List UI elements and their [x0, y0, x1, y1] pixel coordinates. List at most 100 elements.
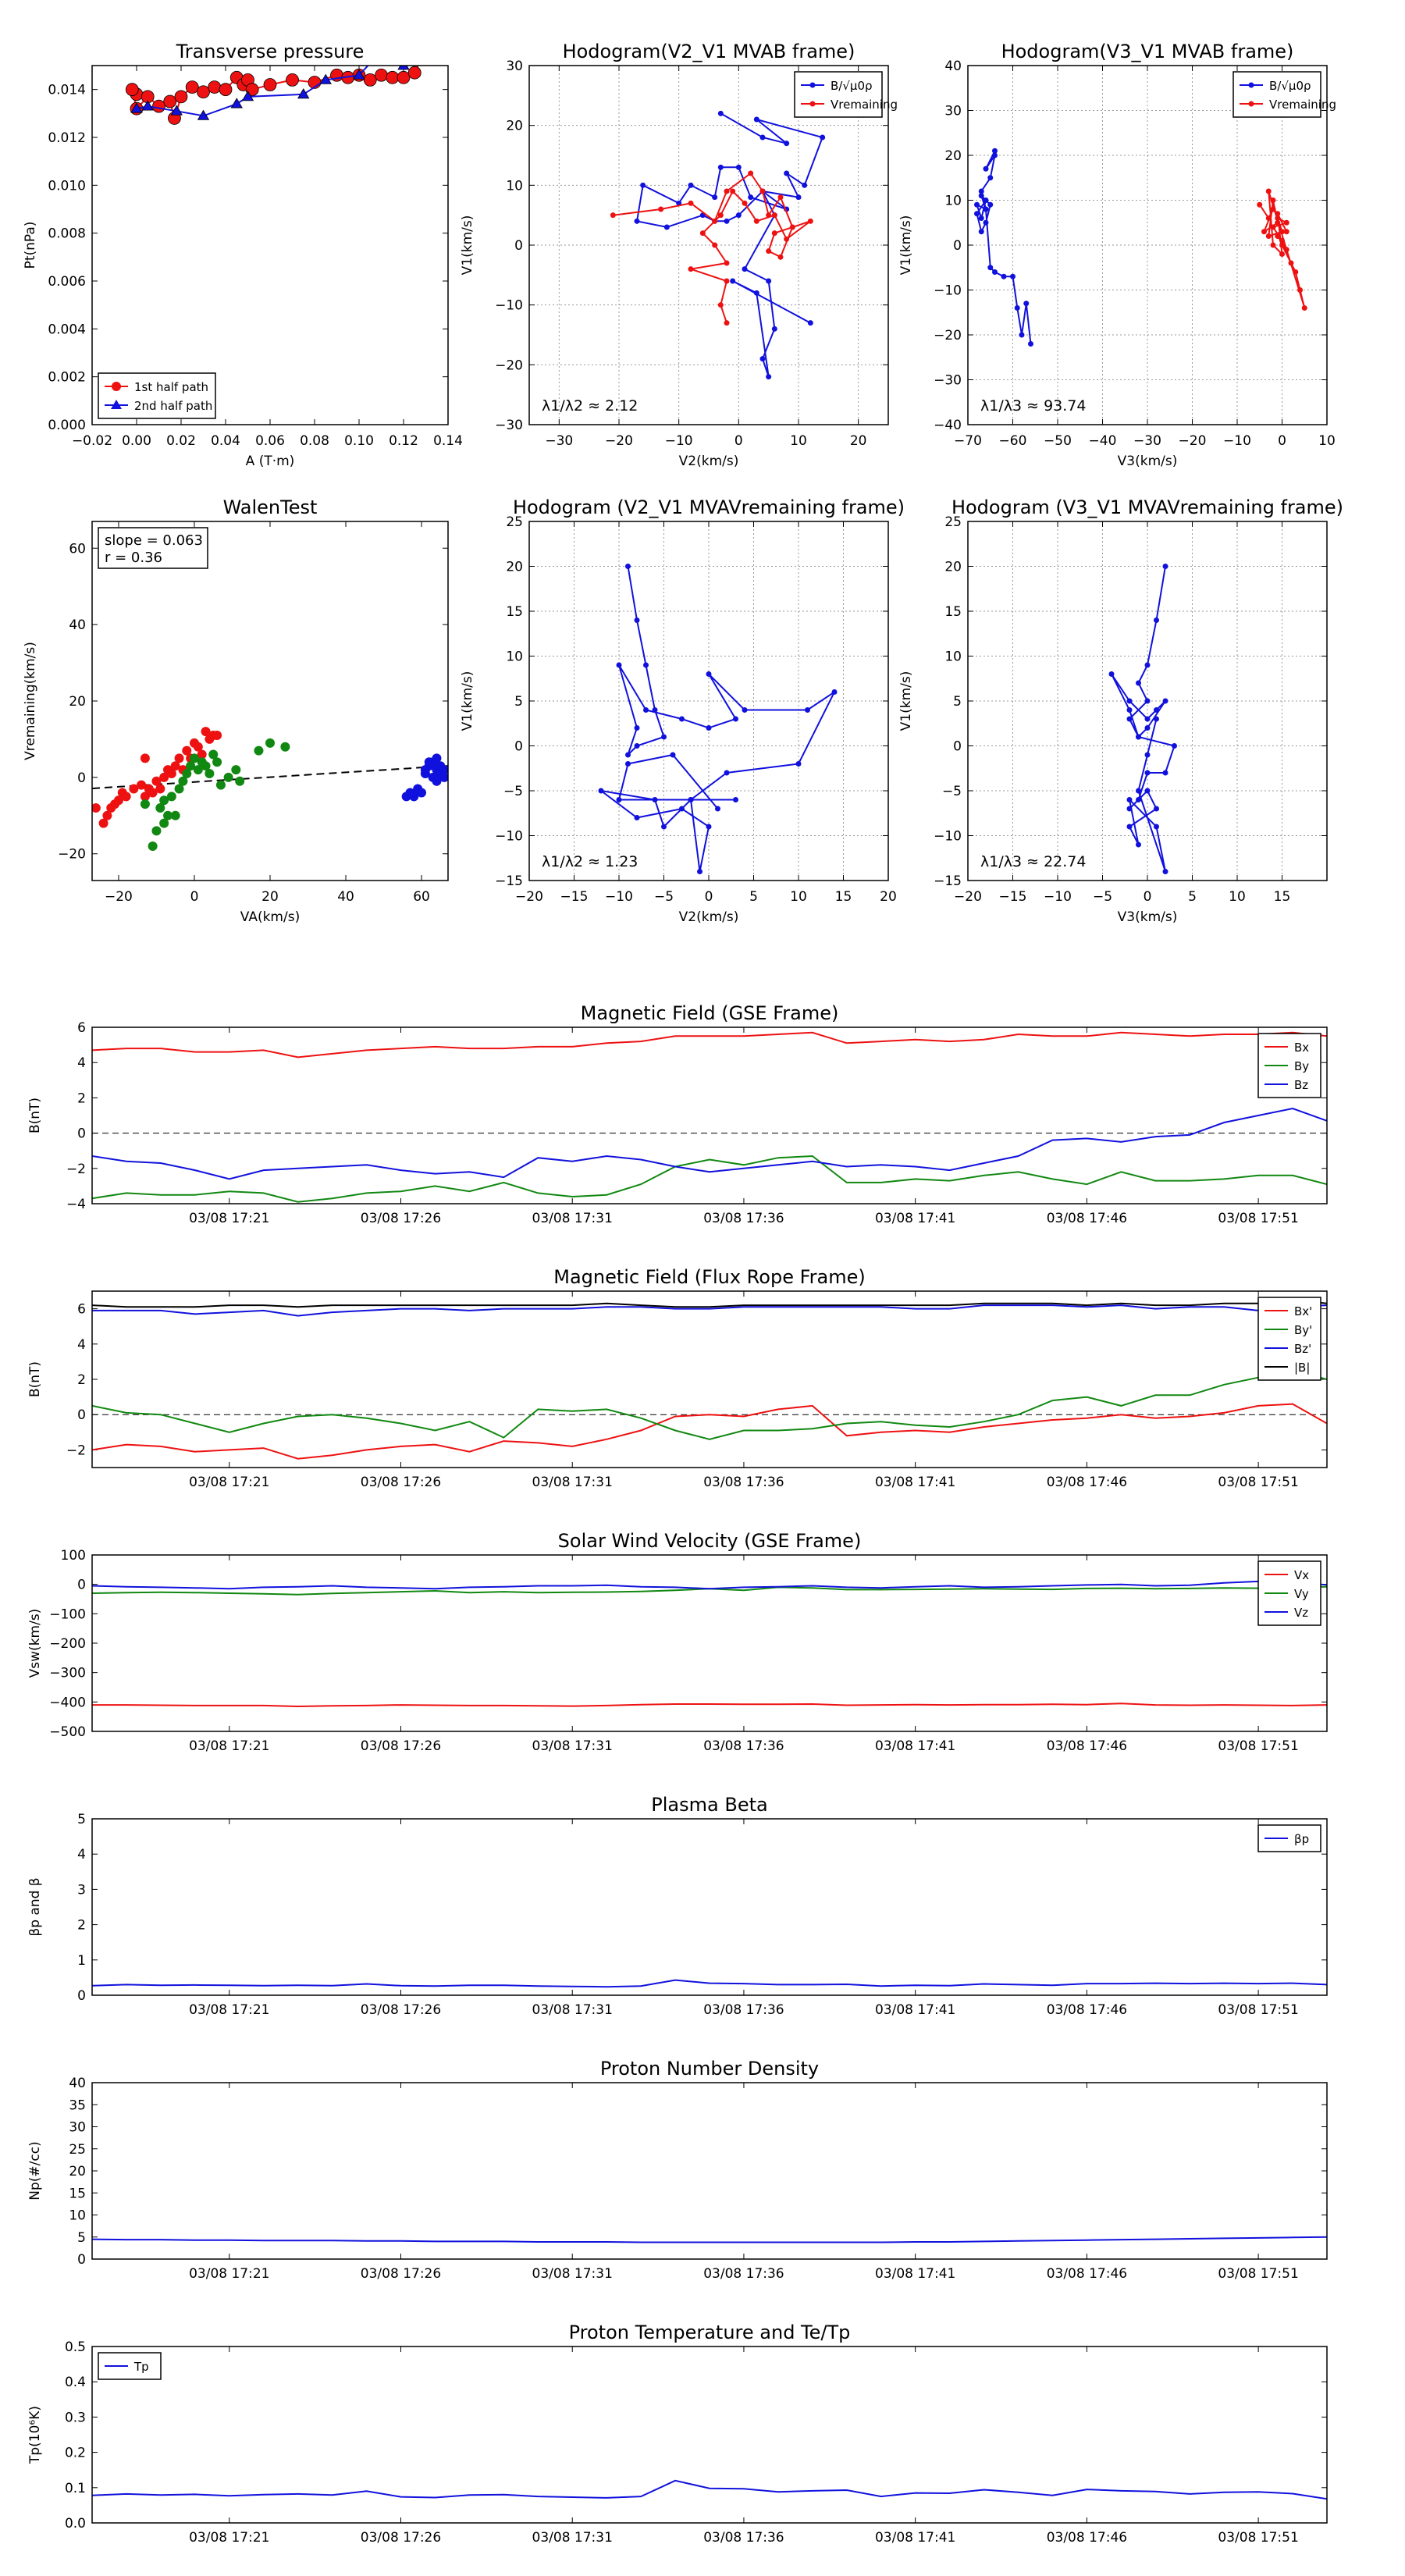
data-point [652, 797, 658, 802]
y-axis-label: B(nT) [27, 1361, 43, 1397]
x-tick-label: 0.04 [211, 433, 240, 449]
y-axis-label: V1(km/s) [460, 671, 475, 731]
x-tick-label: −20 [105, 889, 133, 905]
chart-walen: −20 0 20 40 60 −20 0 20 40 60 WalenTest VA(km/s) Vre… [23, 496, 449, 925]
data-point [789, 224, 795, 230]
data-point [215, 780, 226, 790]
y-tick-label: −200 [49, 1636, 86, 1652]
data-point [367, 55, 378, 65]
x-tick-label: −20 [515, 889, 543, 905]
data-point [170, 810, 180, 820]
x-tick-label: 0.12 [389, 433, 418, 449]
axes-frame [528, 521, 889, 881]
x-tick-label: 60 [413, 889, 430, 905]
annotation: slope = 0.063 [105, 532, 203, 549]
data-point [1136, 788, 1141, 794]
x-tick-label: −50 [1044, 433, 1072, 449]
data-point [688, 200, 694, 206]
y-tick-label: −10 [934, 283, 962, 299]
data-point [1126, 716, 1133, 722]
data-point [1126, 698, 1133, 704]
data-point [439, 772, 448, 782]
data-point [415, 52, 428, 65]
series-0 [598, 564, 838, 874]
data-point [735, 164, 742, 170]
x-tick-label: 0 [190, 889, 199, 905]
data-point [159, 818, 169, 828]
legend-box [794, 71, 883, 118]
y-tick-label: 30 [69, 2120, 86, 2136]
axes-frame [91, 1818, 1328, 1996]
y-tick-label: −20 [495, 358, 523, 373]
x-tick-label: −10 [605, 889, 633, 905]
data-point [1154, 824, 1159, 830]
x-tick-label: 0 [735, 433, 743, 449]
data-point [1144, 716, 1151, 722]
x-tick-label: 03/08 17:41 [875, 2266, 955, 2282]
data-point [1275, 219, 1281, 226]
data-point [987, 201, 994, 208]
data-point [1162, 698, 1168, 704]
data-point [974, 211, 980, 217]
plot-area [1108, 564, 1177, 874]
y-tick-label: 4 [77, 1847, 86, 1863]
chart-title: Hodogram (V2_V1 MVAVremaining frame) [513, 496, 905, 518]
series-tp [92, 2479, 1327, 2500]
data-point [974, 201, 980, 208]
y-tick-label: 35 [69, 2097, 86, 2113]
y-tick-label: −15 [934, 873, 962, 889]
data-point [125, 83, 139, 97]
y-tick-label: 60 [69, 541, 86, 557]
x-tick-label: 03/08 17:26 [361, 2002, 441, 2018]
x-tick-label: 15 [1274, 889, 1291, 905]
y-axis-label: Tp(10⁶K) [27, 2406, 43, 2464]
x-tick-label: 03/08 17:31 [532, 1738, 613, 1754]
series-line [92, 1107, 1327, 1180]
x-tick-label: 03/08 17:21 [189, 2002, 269, 2018]
series-0 [92, 727, 222, 828]
data-point [98, 818, 108, 828]
data-point [1136, 797, 1141, 802]
data-point [1136, 841, 1141, 848]
data-point [706, 824, 712, 830]
data-point [1144, 770, 1151, 776]
data-point [661, 734, 667, 740]
x-tick-label: 03/08 17:36 [703, 2002, 784, 2018]
y-tick-label: 10 [506, 649, 523, 665]
data-point [643, 707, 649, 713]
y-axis-label: Vsw(km/s) [27, 1609, 43, 1678]
series-line [92, 2479, 1327, 2500]
data-point [182, 768, 192, 778]
data-point [1275, 215, 1281, 221]
data-point [724, 260, 730, 266]
data-point [432, 776, 442, 786]
data-point [170, 105, 183, 116]
data-point [634, 218, 640, 224]
data-point [1144, 788, 1151, 794]
series-vremaining [610, 170, 813, 326]
chart-title: Hodogram(V2_V1 MVAB frame) [563, 41, 855, 62]
x-tick-label: 03/08 17:51 [1218, 2002, 1298, 2018]
data-point [634, 617, 640, 623]
y-tick-label: 0 [514, 238, 523, 254]
axes-frame [967, 521, 1328, 881]
data-point [1288, 260, 1294, 266]
series-vx [92, 1703, 1327, 1708]
data-point [652, 707, 658, 713]
legend: Vx Vy Vz [1257, 1560, 1321, 1626]
data-point [753, 218, 759, 224]
data-point [159, 795, 169, 806]
data-point [679, 806, 685, 812]
y-tick-label: 20 [944, 148, 962, 164]
data-point [208, 80, 222, 94]
data-point [1144, 725, 1151, 731]
data-point [193, 742, 203, 752]
y-tick-label: 4 [77, 1055, 86, 1071]
series-by- [92, 1369, 1327, 1440]
y-tick-label: 2 [77, 1372, 86, 1388]
data-point [386, 70, 400, 84]
y-axis-label: Np(#/cc) [27, 2141, 43, 2200]
data-point [699, 230, 706, 237]
series-bz [92, 1107, 1327, 1180]
